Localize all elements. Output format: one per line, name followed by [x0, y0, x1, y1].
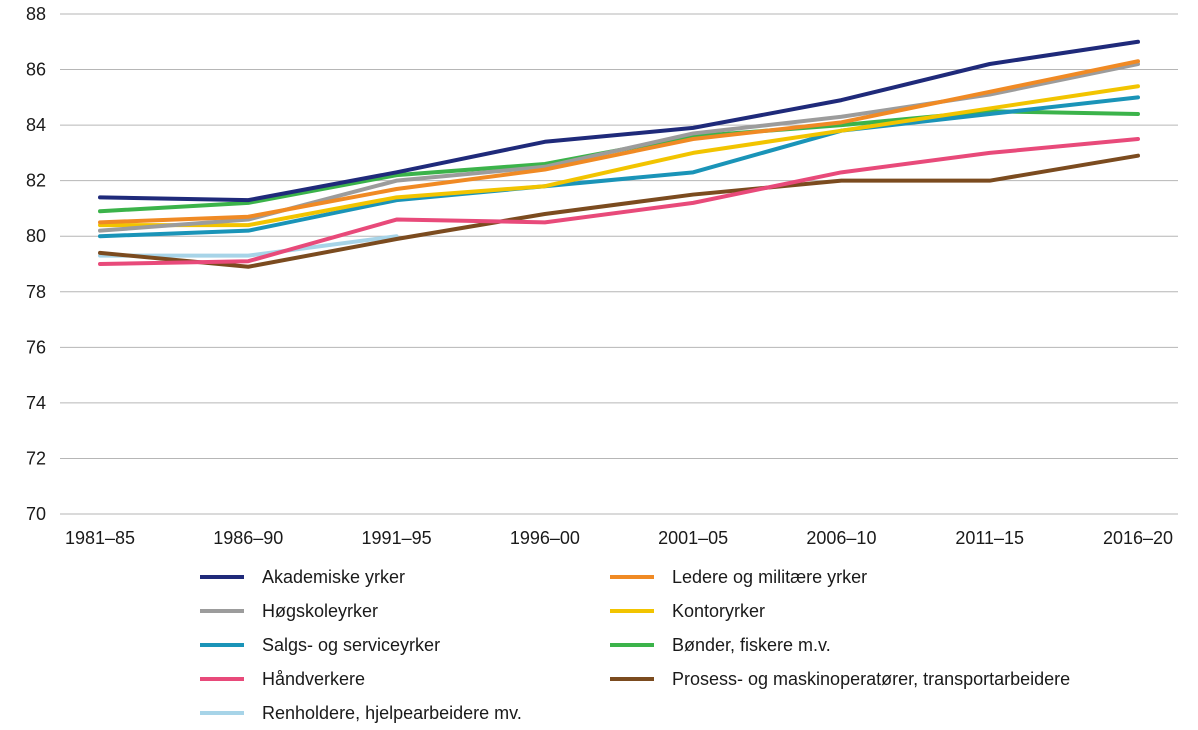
y-tick-label: 76 [26, 337, 46, 357]
line-chart: 70 72 74 76 78 80 82 84 86 88 1981–85 1986–90 1991–9… [0, 0, 1198, 708]
legend-label: Salgs- og serviceyrker [262, 635, 440, 656]
legend-swatch [200, 643, 244, 647]
legend-item-handverkere: Håndverkere [200, 662, 610, 696]
legend: Akademiske yrker Ledere og militære yrker… [200, 560, 1170, 730]
y-tick-label: 86 [26, 60, 46, 80]
legend-label: Bønder, fiskere m.v. [672, 635, 831, 656]
legend-swatch [200, 575, 244, 579]
legend-item-bonder: Bønder, fiskere m.v. [610, 628, 1170, 662]
y-tick-label: 82 [26, 171, 46, 191]
legend-label: Høgskoleyrker [262, 601, 378, 622]
y-tick-label: 80 [26, 226, 46, 246]
legend-swatch [610, 575, 654, 579]
y-tick-label: 88 [26, 4, 46, 24]
legend-item-prosess: Prosess- og maskinoperatører, transporta… [610, 662, 1170, 696]
legend-item-ledere: Ledere og militære yrker [610, 560, 1170, 594]
y-tick-label: 74 [26, 393, 46, 413]
series-bonder [100, 111, 1138, 211]
y-tick-label: 84 [26, 115, 46, 135]
legend-swatch [610, 677, 654, 681]
x-tick-label: 2016–20 [1103, 528, 1173, 548]
legend-label: Renholdere, hjelpearbeidere mv. [262, 703, 522, 724]
legend-item-salg: Salgs- og serviceyrker [200, 628, 610, 662]
legend-swatch [200, 711, 244, 715]
legend-item-kontor: Kontoryrker [610, 594, 1170, 628]
x-tick-label: 2001–05 [658, 528, 728, 548]
series-akademiske [100, 42, 1138, 200]
legend-swatch [200, 677, 244, 681]
x-tick-label: 1986–90 [213, 528, 283, 548]
legend-label: Kontoryrker [672, 601, 765, 622]
y-tick-label: 72 [26, 448, 46, 468]
legend-item-akademiske: Akademiske yrker [200, 560, 610, 594]
legend-swatch [610, 609, 654, 613]
x-tick-label: 1996–00 [510, 528, 580, 548]
y-tick-label: 78 [26, 282, 46, 302]
x-tick-label: 1991–95 [362, 528, 432, 548]
legend-label: Ledere og militære yrker [672, 567, 867, 588]
y-tick-label: 70 [26, 504, 46, 524]
legend-item-hogskole: Høgskoleyrker [200, 594, 610, 628]
x-tick-label: 2006–10 [806, 528, 876, 548]
legend-label: Håndverkere [262, 669, 365, 690]
legend-item-renholdere: Renholdere, hjelpearbeidere mv. [200, 696, 610, 730]
x-tick-label: 2011–15 [955, 528, 1024, 548]
legend-spacer [610, 696, 1170, 730]
legend-label: Akademiske yrker [262, 567, 405, 588]
legend-swatch [200, 609, 244, 613]
x-tick-label: 1981–85 [65, 528, 135, 548]
legend-swatch [610, 643, 654, 647]
legend-label: Prosess- og maskinoperatører, transporta… [672, 669, 1070, 690]
